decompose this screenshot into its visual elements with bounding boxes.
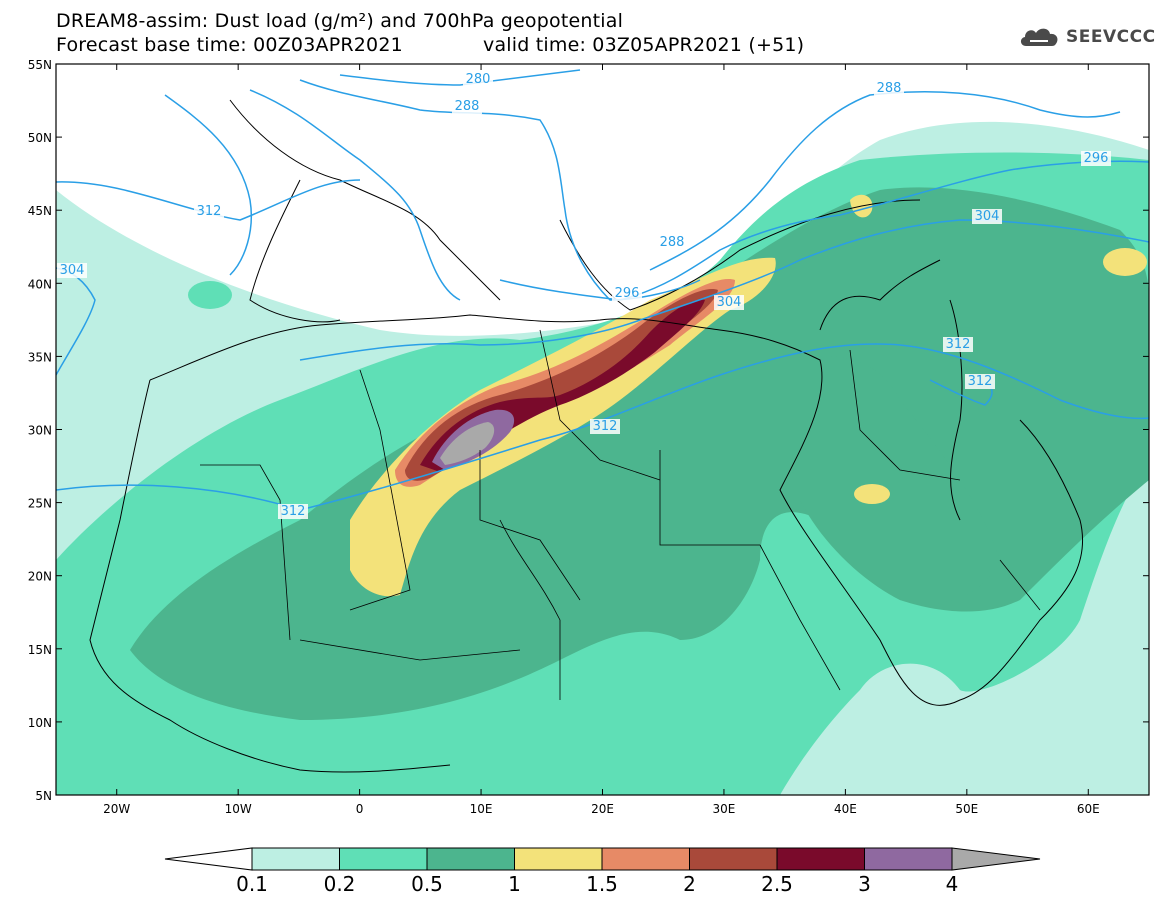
map-title: DREAM8-assim: Dust load (g/m²) and 700hP… <box>56 10 624 32</box>
contour-label-bg <box>57 263 87 278</box>
contour-label-bg <box>278 504 308 519</box>
contour-label: 280 <box>466 72 491 87</box>
lat-tick-label: 5N <box>35 789 52 803</box>
valid-time: valid time: 03Z05APR2021 (+51) <box>483 34 805 56</box>
colorbar-box <box>776 847 865 871</box>
country-borders <box>200 329 1041 700</box>
contour-label: 304 <box>975 209 1000 224</box>
lat-tick-label: 30N <box>28 424 52 438</box>
contour-label-bg <box>452 99 482 114</box>
lon-axis: 20W 10W 0 10E 20E 30E 40E 50E 60E <box>103 64 1100 816</box>
contour-label-bg <box>463 72 493 87</box>
contour-label: 288 <box>877 81 902 96</box>
logo-text: SEEVCCC <box>1066 27 1156 47</box>
lon-tick-label: 10W <box>225 802 252 816</box>
colorbar-box <box>514 847 603 871</box>
contour-label: 288 <box>455 99 480 114</box>
contour-label-bg <box>612 286 642 301</box>
cloud-logo-icon <box>1020 28 1058 46</box>
colorbar-arrow-left <box>164 847 253 871</box>
lon-tick-label: 10E <box>470 802 493 816</box>
colorbar-label: 4 <box>945 872 959 896</box>
contour-label: 304 <box>60 263 85 278</box>
contour-label: 312 <box>968 374 993 389</box>
colorbar-label: 1.5 <box>586 872 618 896</box>
contour-label: 296 <box>1084 151 1109 166</box>
colorbar-label: 1 <box>508 872 521 896</box>
colorbar-label: 0.5 <box>411 872 443 896</box>
contour-label-bg <box>194 204 224 219</box>
lat-tick-label: 50N <box>28 131 52 145</box>
colorbar-label: 3 <box>858 872 871 896</box>
colorbar-label: 0.2 <box>323 872 356 896</box>
lon-tick-label: 20E <box>591 802 614 816</box>
lon-tick-label: 20W <box>103 802 130 816</box>
contour-label: 296 <box>615 286 640 301</box>
contour-label: 312 <box>197 204 222 219</box>
contour-label-bg <box>657 235 687 250</box>
lon-tick-label: 30E <box>713 802 736 816</box>
contour-label: 304 <box>717 295 742 310</box>
lat-tick-label: 25N <box>28 497 52 511</box>
lat-tick-label: 55N <box>28 58 52 72</box>
lat-tick-label: 15N <box>28 643 52 657</box>
colorbar <box>164 847 1041 871</box>
contour-label: 288 <box>660 235 685 250</box>
colorbar-box <box>426 847 515 871</box>
lon-tick-label: 0 <box>356 802 364 816</box>
contour-label-group: 288 288 288 296 296 304 304 304 312 312 312 312 312 2… <box>57 72 1111 519</box>
colorbar-label: 2.5 <box>761 872 793 896</box>
colorbar-label: 2 <box>683 872 696 896</box>
colorbar-box <box>864 847 953 871</box>
lat-tick-label: 10N <box>28 716 52 730</box>
contour-label-bg <box>972 209 1002 224</box>
colorbar-box <box>339 847 428 871</box>
lon-tick-label: 40E <box>834 802 857 816</box>
coastlines <box>89 99 1084 773</box>
contour-label: 312 <box>281 504 306 519</box>
dust-field-4 <box>440 422 495 465</box>
colorbar-box <box>689 847 778 871</box>
contour-label-bg <box>943 337 973 352</box>
contour-label-bg <box>590 419 620 434</box>
contour-label-bg <box>874 81 904 96</box>
lon-tick-label: 50E <box>955 802 978 816</box>
colorbar-box <box>251 847 340 871</box>
seevccc-logo: SEEVCCC <box>1018 24 1156 50</box>
lat-tick-label: 40N <box>28 277 52 291</box>
contour-label: 312 <box>946 337 971 352</box>
contour-label-bg <box>965 374 995 389</box>
lat-tick-label: 45N <box>28 204 52 218</box>
lat-tick-label: 20N <box>28 570 52 584</box>
forecast-base-time: Forecast base time: 00Z03APR2021 <box>56 34 403 56</box>
colorbar-arrow-right <box>951 847 1041 871</box>
contour-label-bg <box>1081 151 1111 166</box>
lon-tick-label: 60E <box>1077 802 1100 816</box>
contour-label-bg <box>714 295 744 310</box>
lat-tick-label: 35N <box>28 350 52 364</box>
colorbar-label: 0.1 <box>236 872 268 896</box>
contour-label: 312 <box>593 419 618 434</box>
colorbar-box <box>601 847 690 871</box>
lat-axis: 5N 10N 15N 20N 25N 30N 35N 40N 45N 50N 55N <box>28 58 1149 803</box>
